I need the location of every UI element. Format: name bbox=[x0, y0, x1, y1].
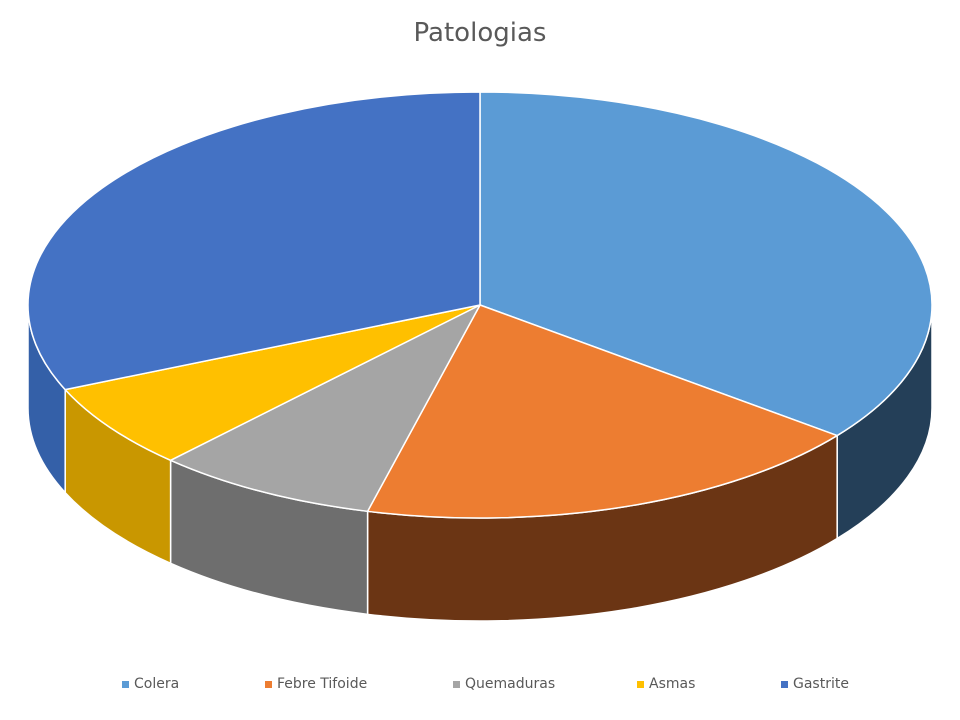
legend-item-gastrite: Gastrite bbox=[781, 676, 849, 692]
legend: Colera Febre Tifoide Quemaduras Asmas Ga… bbox=[0, 676, 960, 696]
legend-label: Febre Tifoide bbox=[277, 676, 368, 692]
legend-label: Colera bbox=[134, 676, 180, 692]
pie-slice-febre-tifoide bbox=[366, 304, 838, 519]
legend-item-quemaduras: Quemaduras bbox=[453, 676, 555, 692]
legend-swatch bbox=[637, 680, 644, 688]
legend-swatch bbox=[122, 680, 129, 688]
legend-swatch bbox=[265, 680, 272, 688]
legend-item-febre-tifoide: Febre Tifoide bbox=[265, 676, 367, 692]
legend-label: Gastrite bbox=[793, 676, 849, 692]
legend-item-asmas: Asmas bbox=[637, 676, 695, 692]
pie-slice-colera bbox=[479, 91, 933, 437]
legend-label: Asmas bbox=[649, 676, 696, 692]
legend-label: Quemaduras bbox=[465, 676, 556, 692]
pie-chart bbox=[27, 91, 933, 622]
pie-top bbox=[27, 91, 933, 519]
legend-swatch bbox=[453, 680, 460, 688]
chart-title: Patologias bbox=[413, 18, 547, 48]
legend-swatch bbox=[781, 680, 788, 688]
legend-item-colera: Colera bbox=[122, 676, 179, 692]
pie-slice-quemaduras bbox=[169, 304, 481, 513]
pie-slice-asmas bbox=[64, 304, 481, 462]
pie-slice-gastrite bbox=[27, 91, 481, 391]
